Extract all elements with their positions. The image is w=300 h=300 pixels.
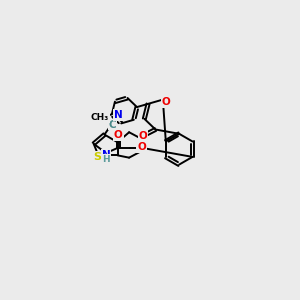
Text: S: S bbox=[94, 152, 101, 162]
Text: CH₃: CH₃ bbox=[91, 113, 109, 122]
Text: O: O bbox=[137, 142, 146, 152]
Text: N: N bbox=[102, 150, 110, 160]
Text: C: C bbox=[108, 119, 116, 130]
Text: O: O bbox=[139, 131, 148, 141]
Text: O: O bbox=[162, 97, 170, 107]
Text: H: H bbox=[102, 155, 110, 164]
Text: N: N bbox=[114, 110, 123, 120]
Text: O: O bbox=[114, 130, 123, 140]
